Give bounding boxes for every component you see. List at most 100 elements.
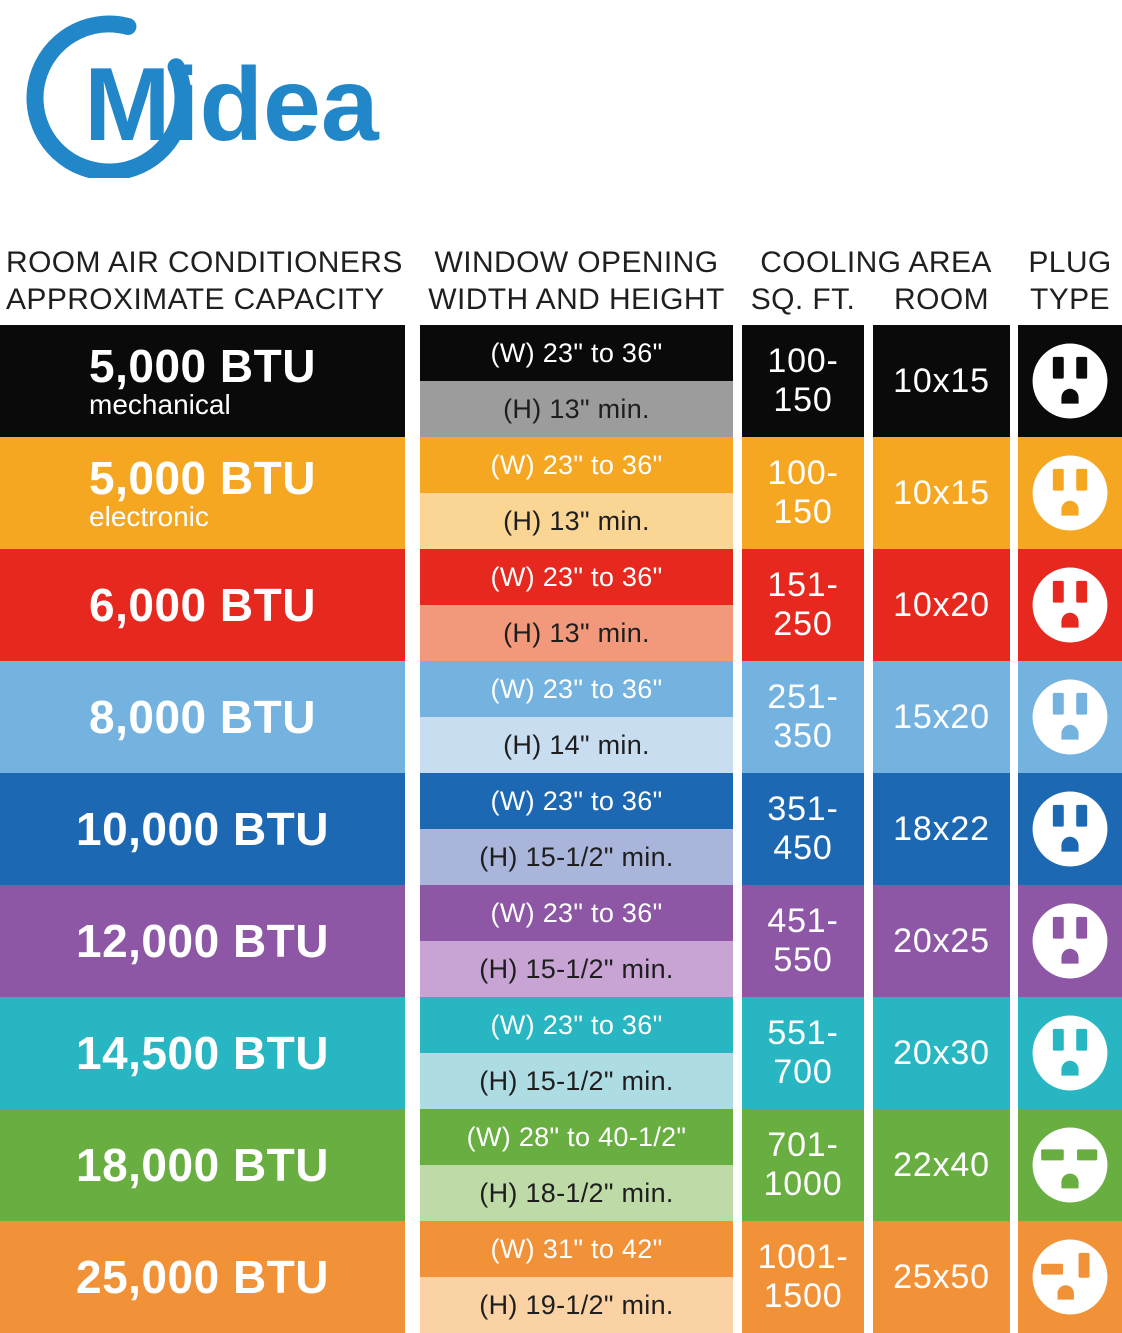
capacity-subtitle: mechanical bbox=[89, 389, 231, 420]
cooling-sqft-cell: 100- 150 bbox=[742, 437, 864, 549]
sqft-range-line1: 151- bbox=[767, 566, 839, 604]
column-gutter bbox=[864, 997, 873, 1109]
sqft-range-line2: 1000 bbox=[763, 1165, 843, 1203]
cooling-area-header: COOLING AREA SQ. FT. ROOM bbox=[742, 244, 1010, 318]
midea-logo-graphic: Midea bbox=[26, 15, 380, 181]
column-gutter bbox=[864, 437, 873, 549]
table-row: 5,000 BTU mechanical (W) 23" to 36" (H) … bbox=[0, 325, 1122, 437]
cooling-header-room: ROOM bbox=[894, 283, 989, 316]
plug-type-cell bbox=[1018, 885, 1122, 997]
capacity-value: 18,000 BTU bbox=[75, 1139, 329, 1191]
window-opening-cell: (W) 28" to 40-1/2" (H) 18-1/2" min. bbox=[420, 1109, 733, 1221]
column-gutter bbox=[405, 885, 420, 997]
window-width-band: (W) 23" to 36" bbox=[420, 325, 733, 381]
sqft-range-line1: 100- bbox=[767, 454, 839, 492]
cooling-room-cell: 25x50 bbox=[873, 1221, 1010, 1333]
column-gutter bbox=[733, 1221, 742, 1333]
window-width-band: (W) 23" to 36" bbox=[420, 997, 733, 1053]
column-gutter bbox=[864, 549, 873, 661]
plug-type-cell bbox=[1018, 997, 1122, 1109]
capacity-header-line1: ROOM AIR CONDITIONERS bbox=[6, 246, 403, 279]
capacity-cell: 5,000 BTU electronic bbox=[0, 437, 405, 549]
standard-outlet-icon bbox=[1032, 903, 1108, 979]
column-gutter bbox=[1010, 549, 1018, 661]
plug-type-cell bbox=[1018, 773, 1122, 885]
window-height-band: (H) 19-1/2" min. bbox=[420, 1277, 733, 1333]
capacity-value: 5,000 BTU bbox=[89, 452, 316, 504]
sqft-range-line1: 451- bbox=[767, 902, 839, 940]
sqft-range-line2: 250 bbox=[773, 605, 833, 643]
column-gutter bbox=[733, 773, 742, 885]
capacity-column-header: ROOM AIR CONDITIONERS APPROXIMATE CAPACI… bbox=[6, 244, 418, 318]
plug-header-line2: TYPE bbox=[1030, 283, 1110, 316]
sqft-range-line2: 700 bbox=[773, 1053, 833, 1091]
standard-outlet-icon bbox=[1032, 567, 1108, 643]
column-gutter bbox=[405, 773, 420, 885]
cooling-room-cell: 10x15 bbox=[873, 325, 1010, 437]
window-header-line1: WINDOW OPENING bbox=[434, 246, 719, 279]
plug-type-cell bbox=[1018, 1109, 1122, 1221]
column-gutter bbox=[864, 1109, 873, 1221]
standard-outlet-icon bbox=[1032, 455, 1108, 531]
plug-type-cell bbox=[1018, 325, 1122, 437]
sqft-range-line2: 150 bbox=[773, 493, 833, 531]
window-opening-cell: (W) 31" to 42" (H) 19-1/2" min. bbox=[420, 1221, 733, 1333]
cooling-sqft-cell: 151- 250 bbox=[742, 549, 864, 661]
window-width-band: (W) 28" to 40-1/2" bbox=[420, 1109, 733, 1165]
sqft-range-line1: 1001- bbox=[757, 1238, 849, 1276]
column-gutter bbox=[733, 997, 742, 1109]
sqft-range-line1: 551- bbox=[767, 1014, 839, 1052]
plug-type-header: PLUG TYPE bbox=[1018, 244, 1122, 318]
window-width-band: (W) 23" to 36" bbox=[420, 661, 733, 717]
window-height-band: (H) 13" min. bbox=[420, 605, 733, 661]
plug-header-line1: PLUG bbox=[1028, 246, 1112, 279]
window-column-header: WINDOW OPENING WIDTH AND HEIGHT bbox=[420, 244, 733, 318]
window-height-band: (H) 13" min. bbox=[420, 493, 733, 549]
standard-outlet-icon bbox=[1032, 1015, 1108, 1091]
window-opening-cell: (W) 23" to 36" (H) 15-1/2" min. bbox=[420, 773, 733, 885]
capacity-cell: 18,000 BTU bbox=[0, 1109, 405, 1221]
table-row: 6,000 BTU (W) 23" to 36" (H) 13" min. 15… bbox=[0, 549, 1122, 661]
capacity-value: 6,000 BTU bbox=[89, 579, 316, 631]
window-opening-cell: (W) 23" to 36" (H) 13" min. bbox=[420, 325, 733, 437]
column-gutter bbox=[405, 1109, 420, 1221]
cooling-room-cell: 10x20 bbox=[873, 549, 1010, 661]
column-gutter bbox=[864, 661, 873, 773]
capacity-cell: 14,500 BTU bbox=[0, 997, 405, 1109]
column-gutter bbox=[864, 281, 873, 318]
column-gutter bbox=[864, 885, 873, 997]
midea-swoosh-icon bbox=[26, 15, 192, 181]
window-opening-cell: (W) 23" to 36" (H) 13" min. bbox=[420, 437, 733, 549]
capacity-value: 10,000 BTU bbox=[75, 803, 329, 855]
window-width-band: (W) 23" to 36" bbox=[420, 885, 733, 941]
cooling-room-cell: 18x22 bbox=[873, 773, 1010, 885]
window-opening-cell: (W) 23" to 36" (H) 15-1/2" min. bbox=[420, 885, 733, 997]
window-opening-cell: (W) 23" to 36" (H) 15-1/2" min. bbox=[420, 997, 733, 1109]
cooling-sqft-cell: 100- 150 bbox=[742, 325, 864, 437]
cooling-room-cell: 15x20 bbox=[873, 661, 1010, 773]
cooling-room-cell: 22x40 bbox=[873, 1109, 1010, 1221]
cooling-room-cell: 20x25 bbox=[873, 885, 1010, 997]
column-gutter bbox=[864, 325, 873, 437]
column-gutter bbox=[1010, 1221, 1018, 1333]
plug-type-cell bbox=[1018, 437, 1122, 549]
window-height-band: (H) 13" min. bbox=[420, 381, 733, 437]
midea-logo: Midea bbox=[12, 10, 412, 183]
window-height-band: (H) 14" min. bbox=[420, 717, 733, 773]
column-gutter bbox=[1010, 885, 1018, 997]
window-height-band: (H) 18-1/2" min. bbox=[420, 1165, 733, 1221]
window-opening-cell: (W) 23" to 36" (H) 14" min. bbox=[420, 661, 733, 773]
window-header-line2: WIDTH AND HEIGHT bbox=[428, 283, 725, 316]
capacity-subtitle: electronic bbox=[89, 501, 209, 532]
window-height-band: (H) 15-1/2" min. bbox=[420, 829, 733, 885]
plug-type-cell bbox=[1018, 1221, 1122, 1333]
sqft-range-line1: 351- bbox=[767, 790, 839, 828]
capacity-header-line2: APPROXIMATE CAPACITY bbox=[6, 283, 385, 316]
column-gutter bbox=[1010, 661, 1018, 773]
table-row: 14,500 BTU (W) 23" to 36" (H) 15-1/2" mi… bbox=[0, 997, 1122, 1109]
table-row: 10,000 BTU (W) 23" to 36" (H) 15-1/2" mi… bbox=[0, 773, 1122, 885]
cooling-room-cell: 10x15 bbox=[873, 437, 1010, 549]
column-gutter bbox=[1010, 1109, 1018, 1221]
window-height-band: (H) 15-1/2" min. bbox=[420, 1053, 733, 1109]
